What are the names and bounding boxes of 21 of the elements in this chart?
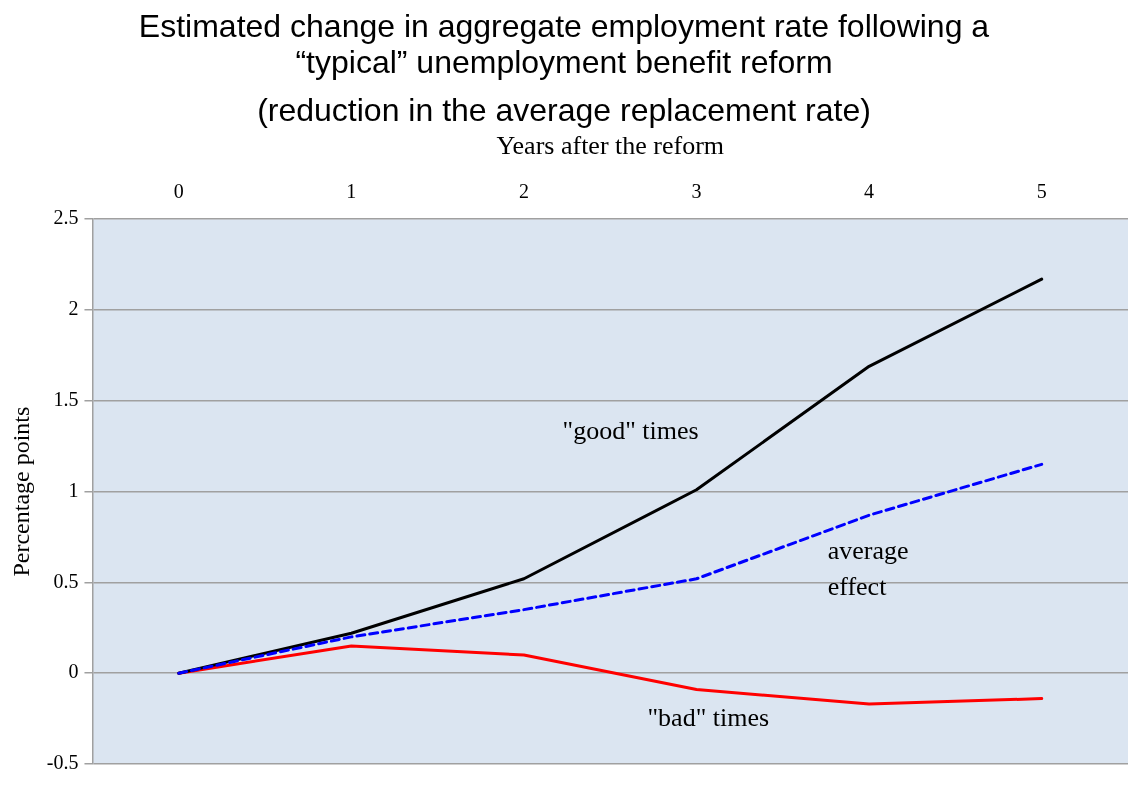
y-tick-label: 0.5 bbox=[53, 569, 79, 592]
x-tick-label: 0 bbox=[173, 180, 184, 203]
chart-title: Estimated change in aggregate employment rate following a “typical” unemployment benefit reform bbox=[137, 8, 991, 80]
y-tick-label: 1.5 bbox=[53, 388, 79, 411]
chart-subtitle: (reduction in the average replacement rate) bbox=[256, 92, 872, 130]
line-series bbox=[177, 462, 1044, 675]
series-label: "good" times bbox=[562, 416, 699, 446]
x-tick-label: 2 bbox=[518, 180, 529, 203]
x-tick-label: 5 bbox=[1036, 180, 1047, 203]
y-axis-title: Percentage points bbox=[7, 406, 34, 577]
y-tick-label: 1 bbox=[68, 478, 79, 501]
series-label: "bad" times bbox=[647, 703, 770, 733]
x-axis-title: Years after the reform bbox=[496, 131, 725, 161]
y-tick-label: 2.5 bbox=[53, 206, 79, 229]
x-tick-label: 4 bbox=[864, 180, 875, 203]
y-tick-label: -0.5 bbox=[46, 751, 79, 774]
y-tick-label: 2 bbox=[68, 297, 79, 320]
y-tick-label: 0 bbox=[68, 660, 79, 683]
series-label: average effect bbox=[827, 536, 909, 602]
x-tick-label: 3 bbox=[691, 180, 702, 203]
x-tick-label: 1 bbox=[346, 180, 357, 203]
